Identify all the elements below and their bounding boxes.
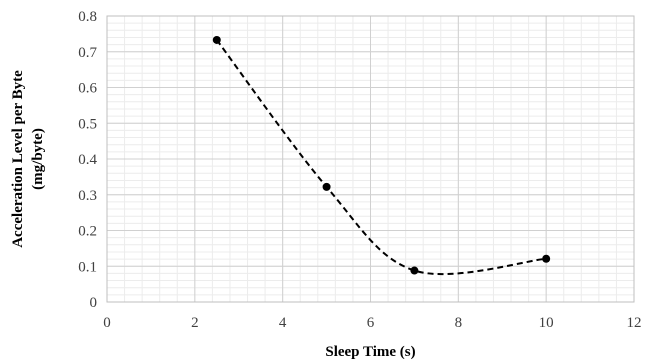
y-tick-label: 0.4 — [78, 152, 97, 168]
y-tick-label: 0.3 — [78, 188, 97, 204]
y-tick-label: 0.6 — [78, 81, 97, 97]
data-point — [322, 182, 331, 191]
x-tick-label: 10 — [539, 315, 554, 331]
x-tick-label: 2 — [191, 315, 199, 331]
y-tick-label: 0.7 — [78, 45, 97, 61]
y-tick-label: 0.5 — [78, 116, 97, 132]
data-point — [410, 266, 419, 275]
y-tick-label: 0.2 — [78, 224, 97, 240]
plot-frame — [106, 15, 635, 303]
y-axis-title-line-2: (mg/byte) — [30, 128, 46, 190]
x-tick-label: 4 — [279, 315, 287, 331]
data-point — [212, 35, 221, 44]
x-tick-label: 12 — [627, 315, 642, 331]
x-tick-label: 6 — [367, 315, 375, 331]
y-tick-label: 0.1 — [78, 259, 97, 275]
data-points — [212, 35, 551, 275]
dashed-trend-line — [215, 39, 547, 276]
data-point — [542, 254, 551, 263]
y-tick-label: 0 — [90, 295, 98, 311]
y-axis-title-line-1: Acceleration Level per Byte — [10, 70, 26, 248]
y-tick-label: 0.8 — [78, 9, 97, 25]
x-tick-label: 8 — [455, 315, 463, 331]
x-tick-labels: 0 2 4 6 8 10 12 — [103, 315, 641, 331]
y-tick-labels: 0 0.1 0.2 0.3 0.4 0.5 0.6 0.7 0.8 — [78, 9, 97, 311]
x-tick-label: 0 — [103, 315, 111, 331]
x-axis-title: Sleep Time (s) — [325, 344, 415, 360]
